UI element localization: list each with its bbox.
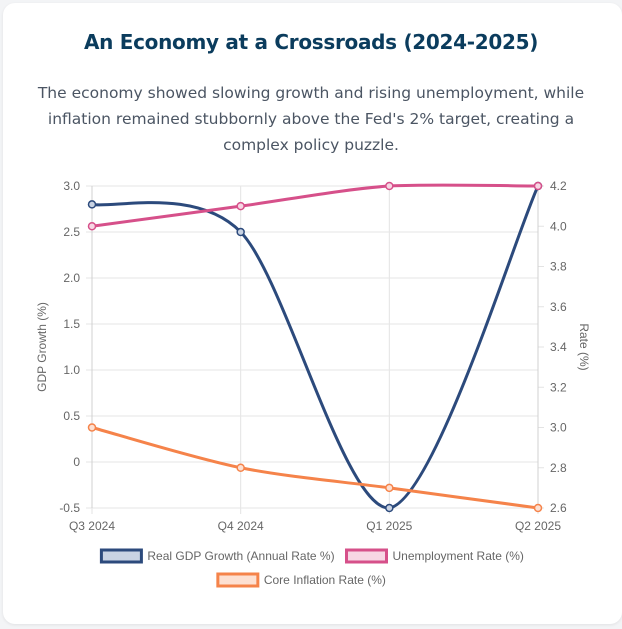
y-left-tick-label: 0	[73, 455, 80, 469]
y-right-tick-label: 4.0	[550, 219, 567, 233]
x-tick-label: Q4 2024	[218, 519, 264, 533]
legend: Real GDP Growth (Annual Rate %) Unemploym…	[99, 548, 524, 588]
y-left-tick-label: 3.0	[63, 179, 80, 193]
y-left-tick-label: 1.5	[63, 317, 80, 331]
y-right-tick-label: 3.6	[550, 300, 567, 314]
y-right-tick-label: 3.0	[550, 421, 567, 435]
legend-item[interactable]: Unemployment Rate (%)	[345, 548, 524, 564]
data-point	[385, 503, 394, 513]
legend-label: Core Inflation Rate (%)	[264, 573, 386, 587]
page-title: An Economy at a Crossroads (2024-2025)	[83, 30, 539, 54]
series-line	[90, 183, 540, 228]
y-right-tick-label: 4.2	[550, 179, 567, 193]
chart-card	[3, 3, 622, 624]
data-point	[533, 181, 543, 191]
y-right-tick-label: 3.8	[550, 260, 567, 274]
series-line	[90, 184, 540, 510]
x-tick-label: Q1 2025	[366, 519, 412, 533]
x-tick-label: Q2 2025	[515, 519, 561, 533]
y-right-tick-label: 3.4	[550, 340, 567, 354]
y-right-tick-label: 2.6	[550, 501, 567, 515]
data-point	[533, 503, 543, 513]
y-left-tick-label: 2.0	[63, 271, 80, 285]
series-line	[90, 426, 540, 510]
y-left-tick-label: -0.5	[59, 501, 80, 515]
y-left-tick-label: 2.5	[63, 225, 80, 239]
x-tick-label: Q3 2024	[69, 519, 115, 533]
y-right-tick-label: 2.8	[550, 461, 567, 475]
series-lines	[87, 181, 543, 513]
legend-swatch	[216, 572, 260, 588]
page-subtitle: The economy showed slowing growth and ri…	[37, 84, 585, 154]
y-left-tick-label: 0.5	[63, 409, 80, 423]
legend-swatch	[345, 548, 388, 564]
data-point	[385, 483, 394, 493]
legend-swatch	[99, 548, 143, 564]
legend-label: Real GDP Growth (Annual Rate %)	[147, 549, 334, 563]
data-point	[236, 463, 245, 472]
y-right-axis-title: Rate (%)	[577, 323, 591, 370]
data-point	[87, 200, 97, 209]
data-point	[236, 201, 245, 211]
data-point	[236, 227, 245, 237]
y-right-tick-label: 3.2	[550, 380, 567, 394]
legend-item[interactable]: Core Inflation Rate (%)	[216, 572, 386, 588]
data-point	[385, 181, 394, 191]
y-left-tick-label: 1.0	[63, 363, 80, 377]
data-point	[87, 423, 97, 432]
legend-item[interactable]: Real GDP Growth (Annual Rate %)	[99, 548, 335, 564]
y-left-axis-title: GDP Growth (%)	[35, 302, 49, 392]
data-point	[87, 222, 97, 231]
legend-label: Unemployment Rate (%)	[393, 549, 524, 563]
axes: Q3 2024 Q4 2024 Q1 2025 Q2 2025 3.0 2.5 2.0 1.5…	[35, 179, 591, 533]
